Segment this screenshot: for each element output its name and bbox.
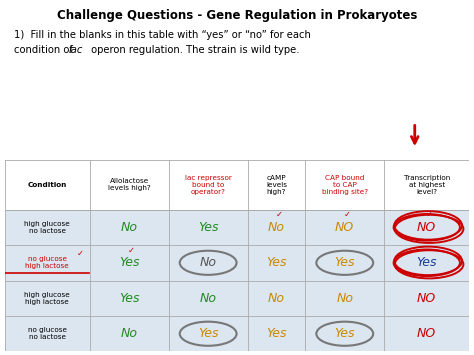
Bar xyxy=(5,160,469,209)
Text: operon regulation. The strain is wild type.: operon regulation. The strain is wild ty… xyxy=(88,45,299,55)
Text: 1)  Fill in the blanks in this table with “yes” or “no” for each: 1) Fill in the blanks in this table with… xyxy=(14,30,311,40)
Text: Yes: Yes xyxy=(335,256,355,269)
Text: lac repressor
bound to
operator?: lac repressor bound to operator? xyxy=(185,175,232,195)
Text: Yes: Yes xyxy=(198,221,219,234)
Text: NO: NO xyxy=(417,221,437,234)
Text: Yes: Yes xyxy=(417,256,437,269)
Text: ✓: ✓ xyxy=(128,246,135,255)
Text: condition of: condition of xyxy=(14,45,76,55)
Text: lac: lac xyxy=(69,45,83,55)
Text: CAP bound
to CAP
binding site?: CAP bound to CAP binding site? xyxy=(322,175,368,195)
Bar xyxy=(5,209,469,245)
Text: Yes: Yes xyxy=(335,327,355,340)
Text: No: No xyxy=(268,292,285,305)
Text: Transcription
at highest
level?: Transcription at highest level? xyxy=(404,175,450,195)
Text: ✓: ✓ xyxy=(426,211,433,219)
Text: high glucose
high lactose: high glucose high lactose xyxy=(24,292,70,305)
Text: Condition: Condition xyxy=(27,182,67,188)
Text: ✓: ✓ xyxy=(77,249,84,258)
Text: NO: NO xyxy=(335,221,355,234)
Text: Yes: Yes xyxy=(119,292,139,305)
Text: Yes: Yes xyxy=(198,327,219,340)
Text: No: No xyxy=(336,292,353,305)
Text: No: No xyxy=(268,221,285,234)
Text: Yes: Yes xyxy=(119,256,139,269)
Text: no glucose
no lactose: no glucose no lactose xyxy=(28,327,67,340)
Text: Yes: Yes xyxy=(266,327,287,340)
Bar xyxy=(5,245,469,280)
Text: Allolactose
levels high?: Allolactose levels high? xyxy=(108,178,151,191)
Text: No: No xyxy=(200,256,217,269)
Text: No: No xyxy=(200,292,217,305)
Text: No: No xyxy=(121,327,138,340)
Text: no glucose
high lactose: no glucose high lactose xyxy=(26,256,69,269)
Text: Yes: Yes xyxy=(266,256,287,269)
Text: ✓: ✓ xyxy=(344,211,351,219)
Text: cAMP
levels
high?: cAMP levels high? xyxy=(266,175,287,195)
Text: ✓: ✓ xyxy=(275,211,283,219)
Text: No: No xyxy=(121,221,138,234)
Text: NO: NO xyxy=(417,292,437,305)
Text: Challenge Questions - Gene Regulation in Prokaryotes: Challenge Questions - Gene Regulation in… xyxy=(57,9,417,22)
Text: NO: NO xyxy=(417,327,437,340)
Bar xyxy=(5,280,469,316)
Text: high glucose
no lactose: high glucose no lactose xyxy=(24,221,70,234)
Bar xyxy=(5,316,469,351)
